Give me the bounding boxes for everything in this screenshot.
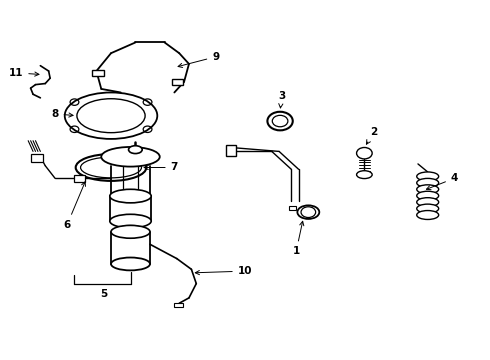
Text: 11: 11 [9, 68, 39, 78]
Bar [92, 70, 104, 76]
Circle shape [357, 148, 372, 159]
Ellipse shape [110, 214, 151, 228]
Ellipse shape [417, 185, 439, 194]
Ellipse shape [111, 225, 150, 238]
Bar [74, 175, 85, 182]
Ellipse shape [357, 171, 372, 179]
Ellipse shape [417, 211, 439, 220]
Text: 3: 3 [278, 91, 285, 108]
Ellipse shape [110, 189, 151, 203]
Bar [30, 154, 43, 162]
Ellipse shape [417, 198, 439, 207]
Bar [174, 302, 183, 307]
Bar [289, 206, 296, 210]
Ellipse shape [111, 257, 150, 270]
Text: 10: 10 [196, 266, 252, 276]
Text: 1: 1 [293, 221, 304, 256]
Text: 2: 2 [367, 127, 378, 144]
Text: 7: 7 [144, 162, 178, 172]
Ellipse shape [65, 93, 157, 139]
Ellipse shape [417, 204, 439, 213]
Text: 9: 9 [178, 52, 220, 67]
Ellipse shape [128, 146, 142, 154]
Bar [225, 145, 236, 156]
Text: 5: 5 [100, 289, 107, 299]
Ellipse shape [417, 172, 439, 181]
Text: 8: 8 [51, 109, 73, 119]
Text: 6: 6 [64, 182, 85, 230]
Ellipse shape [417, 179, 439, 187]
Ellipse shape [417, 191, 439, 200]
Bar [172, 79, 183, 85]
Ellipse shape [297, 205, 319, 219]
Ellipse shape [101, 147, 160, 167]
Text: 4: 4 [426, 173, 458, 190]
